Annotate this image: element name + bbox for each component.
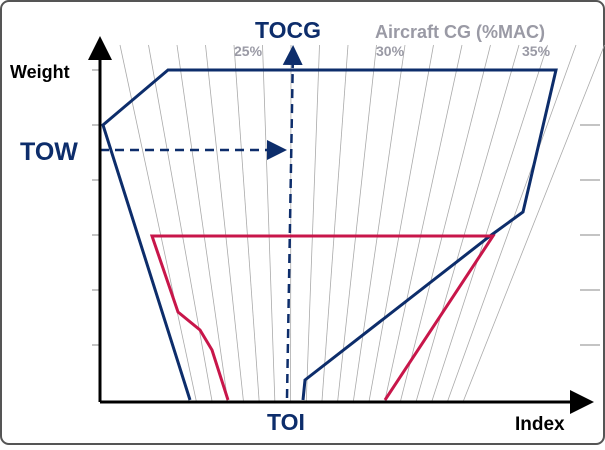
x-axis-label: Index bbox=[515, 414, 565, 435]
toi-label: TOI bbox=[267, 409, 305, 435]
cg-title: Aircraft CG (%MAC) bbox=[375, 22, 545, 42]
y-axis-label: Weight bbox=[10, 62, 70, 82]
tow-label: TOW bbox=[20, 138, 78, 166]
tocg-label: TOCG bbox=[255, 17, 321, 43]
cg-label: 35% bbox=[522, 43, 551, 59]
cg-label: 25% bbox=[234, 43, 263, 59]
cg-label: 30% bbox=[376, 43, 405, 59]
